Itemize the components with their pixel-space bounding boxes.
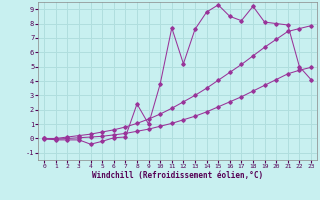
X-axis label: Windchill (Refroidissement éolien,°C): Windchill (Refroidissement éolien,°C) xyxy=(92,171,263,180)
